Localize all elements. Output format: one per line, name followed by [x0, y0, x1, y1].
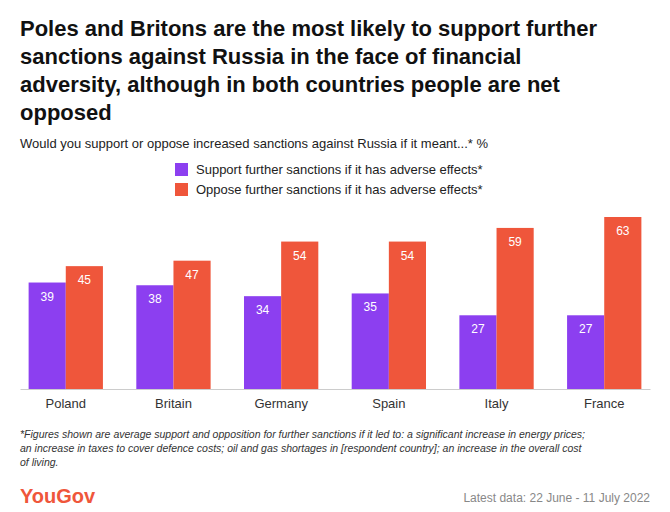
footnote-line: of living.	[20, 456, 59, 468]
data-label: 54	[293, 249, 307, 263]
data-label: 27	[579, 322, 593, 336]
bar	[567, 315, 604, 389]
bar	[497, 228, 534, 389]
title: Poles and Britons are the most likely to…	[20, 16, 597, 125]
bar	[389, 242, 426, 389]
tick-label: Germany	[254, 396, 308, 411]
bar	[66, 266, 103, 389]
tick: France	[584, 396, 624, 411]
subtitle: Would you support or oppose increased sa…	[20, 136, 488, 151]
legend-label: Support further sanctions if it has adve…	[196, 162, 483, 177]
tick-label: Spain	[372, 396, 405, 411]
bar	[136, 285, 173, 389]
legend-swatch	[175, 163, 188, 176]
data-label: 59	[508, 235, 522, 249]
tick: Italy	[485, 396, 509, 411]
logo: YouGov	[20, 485, 96, 507]
bar	[173, 261, 210, 389]
bar	[352, 293, 389, 389]
data-label: 54	[401, 249, 415, 263]
bar	[29, 283, 66, 389]
data-label: 47	[185, 268, 199, 282]
title-line: sanctions against Russia in the face of …	[20, 44, 521, 69]
data-label: 39	[41, 290, 55, 304]
tick-label: Italy	[485, 396, 509, 411]
data-label: 34	[256, 303, 270, 317]
legend: Support further sanctions if it has adve…	[175, 162, 483, 197]
data-label: 45	[78, 273, 92, 287]
data-label: 38	[148, 292, 162, 306]
footnote: *Figures shown are average support and o…	[20, 428, 585, 468]
data-label: 35	[364, 300, 378, 314]
legend-label: Oppose further sanctions if it has adver…	[196, 182, 483, 197]
tick-label: Britain	[155, 396, 192, 411]
title-line: Poles and Britons are the most likely to…	[20, 16, 597, 41]
tick: Poland	[46, 396, 86, 411]
footnote-line: an increase in taxes to cover defence co…	[20, 442, 583, 454]
tick: Britain	[155, 396, 192, 411]
title-line: adversity, although in both countries pe…	[20, 72, 561, 97]
bar	[244, 296, 281, 389]
tick: Germany	[254, 396, 308, 411]
data-label: 63	[616, 224, 630, 238]
bar	[459, 315, 496, 389]
data-labels: 39 38 34 35 27 27 45 47 54 54 59 63	[41, 224, 630, 336]
footnote-line: *Figures shown are average support and o…	[20, 428, 585, 440]
tick-label: France	[584, 396, 624, 411]
plot-area	[29, 217, 642, 389]
axis-line	[21, 389, 651, 390]
bar	[604, 217, 641, 389]
x-axis: Poland Britain Germany Spain Italy France	[21, 390, 651, 412]
tick-label: Poland	[46, 396, 86, 411]
source: Latest data: 22 June - 11 July 2022	[463, 491, 650, 505]
title-line: opposed	[20, 100, 112, 125]
bar	[281, 242, 318, 389]
chart: Poles and Britons are the most likely to…	[0, 0, 670, 512]
data-label: 27	[471, 322, 485, 336]
tick: Spain	[372, 396, 405, 411]
legend-swatch	[175, 183, 188, 196]
